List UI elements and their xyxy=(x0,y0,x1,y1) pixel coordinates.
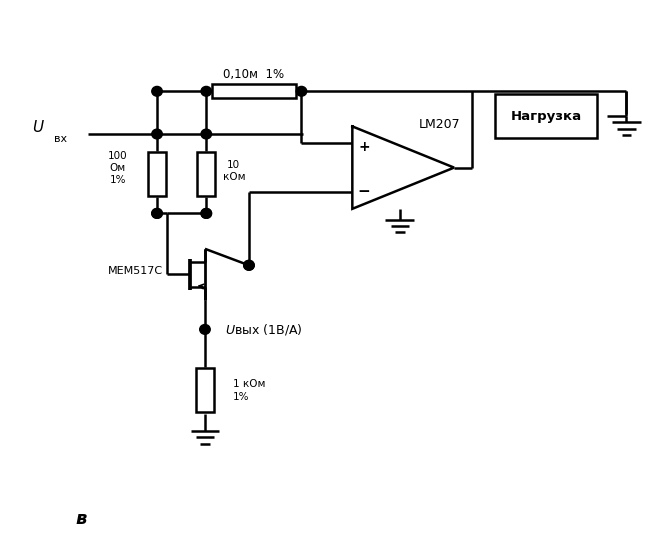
Text: 100
Ом
1%: 100 Ом 1% xyxy=(108,150,128,185)
Circle shape xyxy=(201,87,212,96)
Bar xyxy=(148,152,166,196)
Circle shape xyxy=(201,209,212,218)
Circle shape xyxy=(201,129,212,139)
Bar xyxy=(197,152,215,196)
Text: −: − xyxy=(357,184,371,199)
Text: Нагрузка: Нагрузка xyxy=(510,110,581,123)
Text: в: в xyxy=(76,509,87,528)
Bar xyxy=(196,369,214,412)
Text: МЕМ517С: МЕМ517С xyxy=(108,266,163,276)
Text: $U$вых (1В/А): $U$вых (1В/А) xyxy=(224,322,303,337)
Bar xyxy=(212,84,296,98)
Circle shape xyxy=(201,209,212,218)
Text: вх: вх xyxy=(54,134,67,144)
Circle shape xyxy=(296,87,307,96)
Circle shape xyxy=(244,260,254,270)
Circle shape xyxy=(244,260,254,270)
Circle shape xyxy=(200,325,211,334)
Bar xyxy=(495,94,597,138)
Circle shape xyxy=(152,87,162,96)
Text: LМ207: LМ207 xyxy=(418,118,460,132)
Circle shape xyxy=(152,209,162,218)
Text: 1 кОм
1%: 1 кОм 1% xyxy=(232,379,265,402)
Circle shape xyxy=(152,129,162,139)
Text: $U$: $U$ xyxy=(32,119,45,135)
Text: +: + xyxy=(358,140,370,154)
Circle shape xyxy=(152,209,162,218)
Text: 0,10м  1%: 0,10м 1% xyxy=(223,68,285,80)
Text: 10
кОм: 10 кОм xyxy=(222,160,245,181)
